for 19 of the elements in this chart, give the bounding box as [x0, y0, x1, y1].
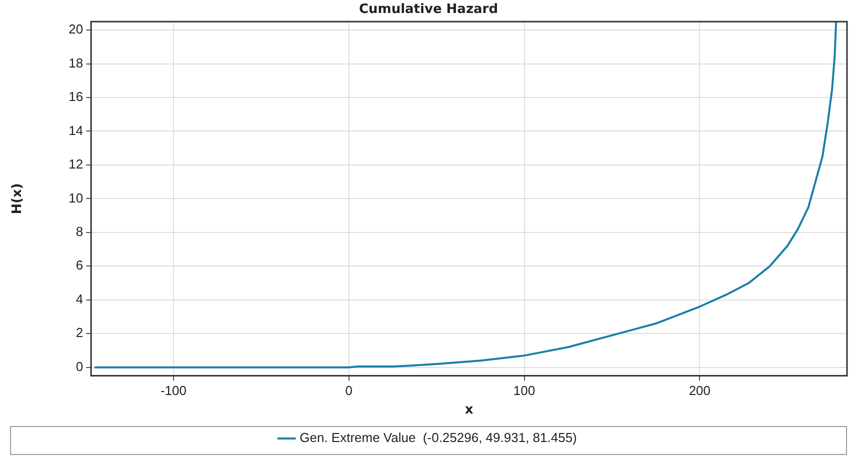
y-tick-label: 16 [68, 89, 84, 104]
x-axis-title: x [464, 402, 474, 418]
y-tick-label: 8 [76, 224, 84, 240]
y-tick-label: 10 [68, 190, 84, 206]
y-tick-label: 20 [68, 22, 84, 37]
chart-title: Cumulative Hazard [358, 2, 498, 18]
y-tick-label: 2 [76, 325, 84, 340]
y-tick-label: 18 [68, 55, 84, 70]
y-tick-label: 4 [76, 291, 84, 306]
y-tick-label: 14 [68, 122, 84, 138]
x-tick-label: 200 [688, 383, 711, 398]
y-tick-label: 0 [76, 358, 84, 374]
y-tick-label: 6 [76, 258, 84, 273]
y-tick-label: 12 [68, 156, 84, 172]
x-tick-label: 0 [345, 383, 353, 398]
legend-label: Gen. Extreme Value (-0.25296, 49.931, 81.455) [300, 430, 577, 446]
x-tick-label: -100 [160, 383, 187, 398]
y-axis-title: H(x) [10, 183, 26, 214]
x-tick-label: 100 [513, 383, 536, 398]
